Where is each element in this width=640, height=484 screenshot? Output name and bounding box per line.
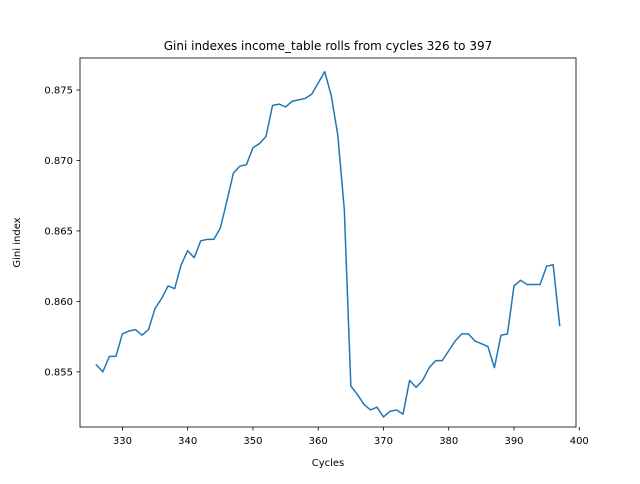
chart-title: Gini indexes income_table rolls from cyc…: [164, 39, 493, 53]
x-tick-label: 330: [113, 436, 132, 447]
x-axis-ticks: 330 340 350 360 370 380 390 400: [113, 427, 589, 447]
x-tick-label: 400: [570, 436, 589, 447]
x-tick-label: 360: [309, 436, 328, 447]
plot-frame: [79, 57, 577, 428]
x-tick-label: 380: [439, 436, 458, 447]
plot-area-background: [80, 58, 576, 427]
x-tick-label: 340: [178, 436, 197, 447]
x-tick-label: 370: [374, 436, 393, 447]
y-tick-label: 0.875: [44, 85, 73, 96]
y-tick-label: 0.865: [44, 226, 73, 237]
x-tick-label: 350: [243, 436, 262, 447]
y-tick-label: 0.855: [44, 367, 73, 378]
y-axis-label: Gini index: [12, 217, 23, 267]
y-tick-label: 0.860: [44, 297, 73, 308]
series-line: [95, 70, 561, 418]
y-axis-ticks: 0.855 0.860 0.865 0.870 0.875: [44, 85, 80, 378]
y-tick-label: 0.870: [44, 156, 73, 167]
x-tick-label: 390: [504, 436, 523, 447]
x-axis-label: Cycles: [312, 458, 345, 469]
